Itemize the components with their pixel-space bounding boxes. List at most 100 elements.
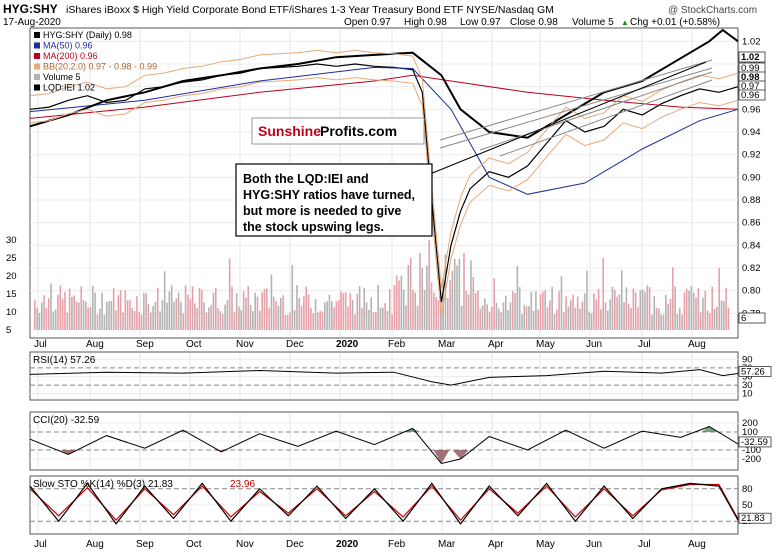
- volume-bar: [467, 294, 470, 330]
- volume-bar: [692, 292, 695, 330]
- volume-bar: [456, 265, 458, 330]
- volume-bar: [112, 288, 115, 330]
- volume-bar: [718, 268, 720, 330]
- rsi-line: [29, 369, 739, 386]
- volume-bar: [326, 301, 328, 330]
- volume-bar: [57, 294, 59, 330]
- volume-bar: [80, 286, 82, 330]
- volume-bar: [277, 305, 280, 330]
- volume-bar: [479, 308, 482, 330]
- volume-bar: [166, 302, 168, 330]
- volume-bar: [217, 308, 219, 330]
- volume-bar: [150, 312, 152, 330]
- x-axis-label: 2020: [336, 539, 359, 550]
- volume-bar: [214, 287, 217, 330]
- volume-bar: [303, 296, 305, 330]
- cci-fill: [701, 426, 718, 432]
- x-axis-label: Apr: [488, 539, 504, 550]
- last-value-label: 0.99: [741, 63, 760, 74]
- volume-bar: [342, 293, 345, 330]
- volume-bar: [286, 314, 289, 330]
- x-axis-label: Dec: [286, 539, 304, 550]
- legend-swatch-ma50: [34, 42, 40, 49]
- volume-bar: [212, 292, 215, 330]
- indicator-last-tag: [738, 512, 772, 524]
- volume-bar: [416, 305, 419, 330]
- price-y-tick: 0.80: [742, 286, 761, 297]
- volume-bar: [493, 278, 495, 330]
- volume-bar: [602, 257, 604, 330]
- volume-bar: [161, 300, 164, 330]
- volume-bar: [159, 311, 161, 330]
- volume-bar: [375, 312, 377, 330]
- annotation-line-1: Both the LQD:IEI and: [243, 172, 369, 186]
- volume-bar: [474, 293, 477, 330]
- cci-title: CCI(20) -32.59: [33, 415, 100, 426]
- volume-bar: [539, 293, 542, 330]
- indicator-last-label: 57.26: [741, 366, 765, 377]
- volume-bar: [354, 314, 356, 330]
- volume-bar: [71, 296, 73, 330]
- x-axis-label: Nov: [236, 539, 254, 550]
- volume-bar: [249, 304, 252, 330]
- ohlc-high: High 0.98: [404, 17, 447, 28]
- volume-bar: [68, 288, 71, 330]
- volume-bar: [231, 286, 233, 330]
- x-axis-label: Jul: [638, 339, 651, 350]
- volume-bar: [377, 284, 379, 330]
- volume-bar: [133, 310, 136, 330]
- volume-bar: [409, 257, 412, 330]
- x-axis-label: Mar: [438, 539, 456, 550]
- volume-bar: [528, 306, 530, 330]
- volume-bar: [532, 310, 535, 330]
- volume-bar: [665, 294, 667, 330]
- volume-bar: [632, 288, 635, 330]
- volume-bar: [59, 285, 62, 330]
- volume-bar: [335, 301, 338, 330]
- volume-bar: [681, 314, 683, 330]
- volume-bar: [588, 311, 591, 330]
- series-hyg-shy: [29, 63, 739, 303]
- volume-bar: [583, 293, 586, 330]
- annotation-line-4: the stock upswing legs.: [243, 220, 384, 234]
- volume-bar: [500, 312, 502, 330]
- x-axis-label: Mar: [438, 339, 456, 350]
- x-axis-label: Feb: [388, 339, 406, 350]
- x-axis-label: Nov: [236, 339, 254, 350]
- price-y-tick: 0.88: [742, 195, 761, 206]
- volume-bar: [147, 304, 150, 330]
- volume-bar: [535, 291, 537, 330]
- rsi-y-tick: 30: [742, 380, 753, 391]
- volume-bar: [516, 265, 519, 330]
- last-value-label: 0.96: [741, 90, 760, 101]
- volume-bar: [115, 310, 117, 330]
- volume-bar: [254, 292, 256, 330]
- volume-bar: [435, 296, 437, 330]
- volume-bar: [282, 295, 284, 330]
- legend-swatch-price: [34, 32, 40, 38]
- last-value-label: 0.97: [741, 81, 760, 92]
- chart-date: 17-Aug-2020: [3, 17, 61, 28]
- x-axis-label: Feb: [388, 539, 406, 550]
- volume-bar: [509, 302, 512, 330]
- volume-bar: [646, 285, 649, 330]
- volume-bar: [463, 252, 465, 330]
- indicator-last-tag: [738, 436, 772, 448]
- volume-bar: [551, 286, 553, 330]
- x-axis-label: Oct: [186, 539, 202, 550]
- volume-bar: [581, 301, 584, 330]
- volume-bar: [291, 264, 294, 330]
- volume-bar: [154, 301, 157, 330]
- volume-bar: [233, 312, 236, 330]
- volume-y-tick: 5: [6, 325, 11, 336]
- volume-bar: [205, 312, 208, 330]
- cci-fill: [60, 450, 77, 455]
- volume-bar: [398, 280, 400, 330]
- x-axis-label: Aug: [86, 539, 104, 550]
- volume-bar: [87, 307, 89, 330]
- volume-bar: [556, 309, 558, 330]
- series-ma-200-: [29, 74, 739, 119]
- volume-bar: [175, 298, 178, 330]
- volume-bar: [372, 312, 375, 330]
- volume-bar: [593, 293, 595, 330]
